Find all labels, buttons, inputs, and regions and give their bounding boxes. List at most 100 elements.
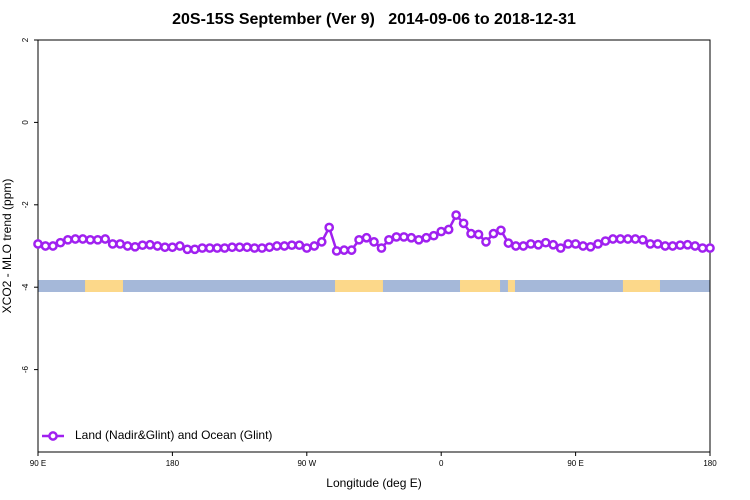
point (384, 234, 394, 245)
point (249, 243, 260, 253)
land-segment (507, 280, 515, 292)
y-axis-label: XCO2 - MLO trend (ppm) (0, 179, 14, 314)
point (608, 234, 618, 244)
legend-label: Land (Nadir&Glint) and Ocean (Glint) (75, 428, 272, 442)
point (570, 239, 581, 249)
point (473, 229, 484, 240)
x-tick-label: 90 E (567, 459, 583, 468)
point (413, 234, 424, 245)
point (645, 239, 656, 249)
point (85, 234, 96, 245)
point (294, 240, 305, 251)
y-tick-label: -6 (21, 365, 30, 373)
point (137, 240, 148, 251)
point (585, 241, 596, 252)
point (600, 236, 611, 246)
point (227, 242, 237, 253)
land-band (85, 280, 660, 292)
point (175, 241, 185, 251)
point (503, 238, 514, 248)
point (204, 243, 215, 253)
point (525, 239, 536, 249)
point (160, 242, 170, 253)
point (40, 241, 51, 251)
point (623, 234, 633, 244)
point (152, 241, 163, 251)
point (436, 226, 447, 237)
point (555, 243, 566, 253)
point (667, 241, 678, 251)
x-tick-label: 180 (166, 459, 180, 468)
land-segment (85, 280, 123, 292)
point (257, 243, 267, 253)
point (391, 232, 402, 242)
point (354, 234, 364, 245)
point (361, 232, 372, 243)
point (578, 241, 588, 251)
point (339, 245, 349, 255)
point (660, 241, 671, 251)
chart-title: 20S-15S September (Ver 9) 2014-09-06 to … (172, 11, 576, 28)
point (33, 239, 43, 249)
point (563, 239, 573, 249)
point (428, 230, 439, 241)
point (234, 242, 245, 253)
point (675, 240, 685, 251)
point (316, 237, 327, 247)
point (369, 237, 379, 247)
land-segment (622, 280, 660, 292)
point (518, 241, 529, 251)
point (593, 239, 603, 249)
x-tick-label: 90 E (30, 459, 46, 468)
land-segment (460, 280, 501, 292)
point (301, 243, 312, 253)
legend-marker (48, 431, 58, 441)
point (100, 234, 111, 244)
point (92, 234, 103, 245)
point (451, 210, 461, 220)
point (212, 243, 223, 253)
y-tick-label: 2 (21, 37, 30, 42)
point (77, 234, 88, 244)
point (637, 234, 648, 245)
x-tick-label: 180 (703, 459, 717, 468)
point (488, 228, 499, 239)
point (406, 232, 417, 243)
point (421, 232, 432, 243)
point (630, 234, 641, 244)
point (548, 239, 559, 250)
x-axis-label: Longitude (deg E) (326, 476, 421, 490)
point (264, 242, 275, 253)
point (331, 246, 342, 256)
point (219, 243, 230, 253)
point (197, 243, 208, 253)
point (63, 234, 73, 245)
point (189, 244, 200, 255)
point (324, 222, 335, 233)
x-tick-label: 90 W (297, 459, 316, 468)
point (48, 241, 58, 251)
point (496, 225, 506, 236)
point (346, 245, 357, 255)
point (376, 243, 387, 253)
point (481, 237, 491, 247)
point (70, 234, 81, 244)
point (682, 239, 693, 250)
point (309, 241, 320, 251)
y-tick-label: 0 (21, 120, 30, 125)
point (272, 241, 282, 251)
point (697, 243, 708, 253)
point (167, 242, 178, 253)
point (122, 241, 133, 251)
point (511, 241, 521, 251)
point (55, 237, 66, 248)
point (443, 224, 454, 235)
y-tick-label: -4 (21, 283, 30, 291)
point (540, 237, 551, 248)
y-tick-label: -2 (21, 201, 30, 209)
point (533, 239, 544, 250)
point (182, 244, 193, 255)
point (458, 218, 469, 229)
point (690, 241, 700, 251)
